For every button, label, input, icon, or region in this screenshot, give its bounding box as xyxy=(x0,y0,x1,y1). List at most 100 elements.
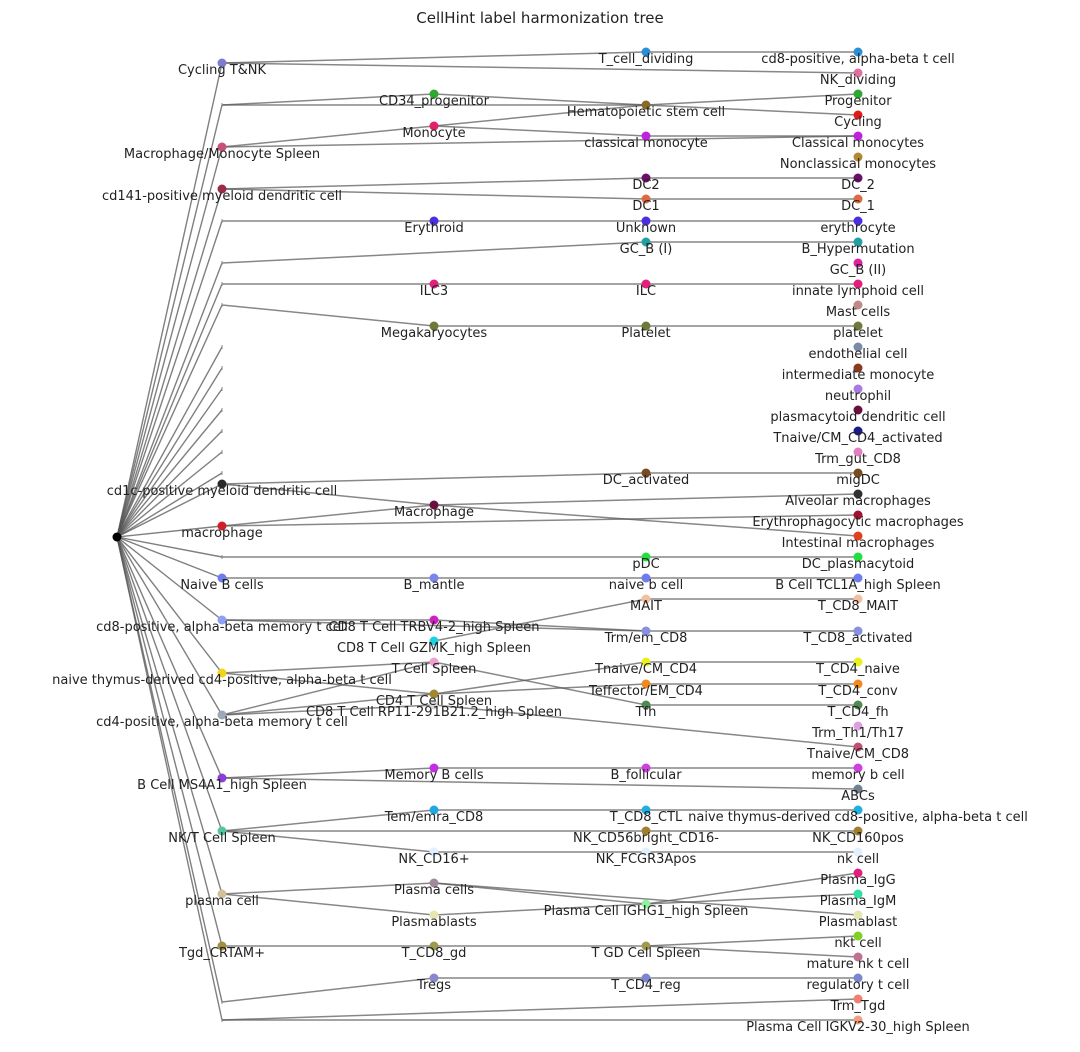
node-label: cd1c-positive myeloid dendritic cell xyxy=(107,484,338,499)
node-label: platelet xyxy=(833,326,883,341)
edge xyxy=(222,178,646,189)
node-label: CD8 T Cell GZMK_high Spleen xyxy=(337,641,531,656)
node-label: Hematopoietic stem cell xyxy=(567,105,725,120)
node-label: nkt cell xyxy=(834,936,881,951)
node-label: NK_CD16+ xyxy=(398,852,469,867)
node-label: T_CD4_fh xyxy=(826,705,888,720)
node-label: memory b cell xyxy=(811,768,904,783)
node-label: CD8 T Cell RP11-291B21.2_high Spleen xyxy=(306,705,562,720)
node-label: DC2 xyxy=(632,178,659,193)
node-label: Plasmablast xyxy=(819,915,898,930)
node-label: T_CD8_activated xyxy=(802,631,912,646)
node-label: DC_plasmacytoid xyxy=(802,557,915,572)
node-label: B Cell MS4A1_high Spleen xyxy=(137,778,307,793)
node-label: Progenitor xyxy=(824,94,892,109)
node-label: B_Hypermutation xyxy=(801,242,914,257)
node-label: regulatory t cell xyxy=(807,978,910,993)
node-label: Megakaryocytes xyxy=(381,326,488,341)
node-label: DC_activated xyxy=(603,473,689,488)
node-label: Tfh xyxy=(635,705,657,720)
node-label: Tnaive/CM_CD4_activated xyxy=(772,431,942,446)
node-label: T Cell Spleen xyxy=(391,662,477,677)
root-node xyxy=(113,533,122,542)
node-label: erythrocyte xyxy=(820,221,895,236)
node-label: T_CD8_MAIT xyxy=(817,599,898,614)
node-label: Tnaive/CM_CD4 xyxy=(594,662,697,677)
node-label: classical monocyte xyxy=(584,136,708,151)
edge xyxy=(222,305,434,326)
node-label: migDC xyxy=(836,473,880,488)
root-branch xyxy=(117,147,222,537)
node-label: ILC xyxy=(636,284,656,299)
node-label: CD8 T Cell TRBV4-2_high Spleen xyxy=(329,620,540,635)
node-label: Erythroid xyxy=(404,221,463,236)
node-label: T_CD4_reg xyxy=(610,978,681,993)
node-label: Platelet xyxy=(621,326,670,341)
node-label: Classical monocytes xyxy=(792,136,924,151)
node-label: Mast cells xyxy=(826,305,891,320)
node-label: plasma cell xyxy=(185,894,259,909)
node-label: T_CD4_naive xyxy=(815,662,900,677)
node-label: Monocyte xyxy=(402,126,465,141)
node-label: Trm/em_CD8 xyxy=(604,631,688,646)
node-label: CD34_progenitor xyxy=(379,94,490,109)
node-label: cd8-positive, alpha-beta memory t cell xyxy=(96,620,348,635)
node-label: Tem/emra_CD8 xyxy=(384,810,484,825)
node-label: Macrophage xyxy=(394,505,474,520)
node-label: macrophage xyxy=(181,526,263,541)
node-label: Plasma Cell IGKV2-30_high Spleen xyxy=(746,1020,970,1035)
node-label: T_CD8_gd xyxy=(401,946,467,961)
node-label: T_CD4_conv xyxy=(817,684,898,699)
node-label: NK_CD56bright_CD16- xyxy=(573,831,719,846)
node-label: Alveolar macrophages xyxy=(785,494,931,509)
node-label: B_follicular xyxy=(610,768,682,783)
node-label: Plasma cells xyxy=(394,883,474,898)
node-label: Naive B cells xyxy=(180,578,264,593)
node-label: Trm_Tgd xyxy=(830,999,886,1014)
node-label: NK_FCGR3Apos xyxy=(596,852,697,867)
node-label: NK_dividing xyxy=(820,73,896,88)
label-layer: Cycling T&NK Macrophage/Monocyte Spleen cd… xyxy=(52,52,1028,1035)
node-label: cd141-positive myeloid dendritic cell xyxy=(102,189,342,204)
edge xyxy=(222,778,858,789)
root-branch xyxy=(117,347,222,537)
node-label: Unknown xyxy=(616,221,676,236)
edge xyxy=(222,52,646,63)
node-label: NK_CD160pos xyxy=(812,831,904,846)
node-label: endothelial cell xyxy=(808,347,907,362)
edge xyxy=(646,936,858,946)
edge xyxy=(222,473,646,484)
node-label: Plasma_IgG xyxy=(820,873,895,888)
node-label: intermediate monocyte xyxy=(782,368,935,383)
node-label: mature nk t cell xyxy=(807,957,910,972)
root-branch xyxy=(117,63,222,537)
node-label: ILC3 xyxy=(420,284,448,299)
node-label: Cycling T&NK xyxy=(178,63,267,78)
node-label: nk cell xyxy=(837,852,879,867)
edge xyxy=(222,999,858,1020)
node-label: Macrophage/Monocyte Spleen xyxy=(124,147,320,162)
node-label: DC_1 xyxy=(841,199,875,214)
node-label: pDC xyxy=(632,557,659,572)
node-label: GC_B (I) xyxy=(620,242,673,257)
node-label: DC1 xyxy=(632,199,659,214)
node-label: T GD Cell Spleen xyxy=(590,946,700,961)
node-label: B_mantle xyxy=(404,578,465,593)
node-label: naive thymus-derived cd4-positive, alpha… xyxy=(52,673,392,688)
node-label: cd8-positive, alpha-beta t cell xyxy=(761,52,954,67)
node-label: Plasma Cell IGHG1_high Spleen xyxy=(544,904,749,919)
node-label: Plasmablasts xyxy=(391,915,477,930)
node-label: Tregs xyxy=(416,978,451,993)
edge xyxy=(222,978,434,1002)
node-label: Nonclassical monocytes xyxy=(780,157,936,172)
node-label: Trm_Th1/Th17 xyxy=(811,726,904,741)
diagram-title: CellHint label harmonization tree xyxy=(416,9,664,27)
edge xyxy=(434,126,646,136)
node-label: T_cell_dividing xyxy=(598,52,694,67)
node-label: Tgd_CRTAM+ xyxy=(178,946,265,961)
node-label: neutrophil xyxy=(825,389,891,404)
node-label: Plasma_IgM xyxy=(820,894,897,909)
node-label: Memory B cells xyxy=(384,768,483,783)
